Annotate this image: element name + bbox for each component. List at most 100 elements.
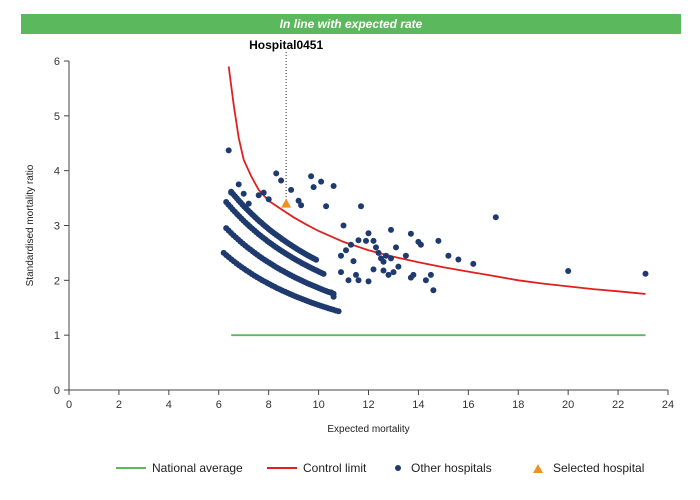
other-hospitals-point[interactable] xyxy=(318,178,325,185)
other-hospitals-point[interactable] xyxy=(260,189,267,196)
other-hospitals-point[interactable] xyxy=(470,260,477,267)
other-hospitals-point[interactable] xyxy=(350,258,357,265)
other-hospitals-point[interactable] xyxy=(383,252,389,259)
other-hospitals-point[interactable] xyxy=(380,267,387,274)
legend-item-national-average[interactable]: National average xyxy=(116,458,243,478)
x-tick-label: 14 xyxy=(412,399,424,411)
y-tick-label: 2 xyxy=(54,275,60,287)
legend-swatch-control-limit xyxy=(267,467,297,469)
other-hospitals-point[interactable] xyxy=(225,147,232,154)
y-tick-label: 3 xyxy=(54,221,60,233)
y-tick-label: 6 xyxy=(54,56,60,68)
x-tick-label: 16 xyxy=(462,399,474,411)
legend-label-national-average: National average xyxy=(152,461,243,475)
x-tick-label: 0 xyxy=(66,399,72,411)
other-hospitals-point[interactable] xyxy=(402,252,409,259)
y-axis-title: Standardised mortality ratio xyxy=(25,164,36,286)
other-hospitals-point[interactable] xyxy=(245,200,252,207)
other-hospitals-point[interactable] xyxy=(288,186,295,193)
x-tick-label: 22 xyxy=(612,399,624,411)
legend-swatch-other-hospitals xyxy=(395,465,401,471)
legend-label-control-limit: Control limit xyxy=(303,461,367,475)
other-hospitals-point[interactable] xyxy=(348,241,354,248)
control-limit-line xyxy=(227,66,646,295)
other-hospitals-point[interactable] xyxy=(265,196,272,203)
other-hospitals-point[interactable] xyxy=(235,181,242,188)
other-hospitals-point[interactable] xyxy=(355,237,362,244)
other-hospitals-point[interactable] xyxy=(370,266,377,273)
other-hospitals-point[interactable] xyxy=(330,183,337,189)
other-hospitals-point[interactable] xyxy=(642,270,649,277)
other-hospitals-point[interactable] xyxy=(335,308,342,315)
x-tick-label: 18 xyxy=(512,399,524,411)
other-hospitals-point[interactable] xyxy=(343,247,349,254)
y-tick-label: 1 xyxy=(54,330,60,342)
legend-label-selected-hospital: Selected hospital xyxy=(553,461,645,475)
other-hospitals-point[interactable] xyxy=(340,222,347,229)
other-hospitals-point[interactable] xyxy=(390,269,397,276)
other-hospitals-point[interactable] xyxy=(330,293,337,300)
x-tick-label: 8 xyxy=(266,399,272,411)
other-hospitals-point[interactable] xyxy=(375,249,382,256)
legend-item-other-hospitals[interactable]: Other hospitals xyxy=(383,458,492,478)
other-hospitals-point[interactable] xyxy=(295,197,302,204)
other-hospitals-point[interactable] xyxy=(395,263,402,270)
other-hospitals-point[interactable] xyxy=(355,277,362,284)
other-hospitals-point[interactable] xyxy=(310,184,317,191)
other-hospitals-point[interactable] xyxy=(380,258,387,265)
other-hospitals-point[interactable] xyxy=(323,203,330,210)
x-tick-label: 10 xyxy=(312,399,324,411)
other-hospitals-point[interactable] xyxy=(255,192,262,199)
other-hospitals-point[interactable] xyxy=(455,256,462,263)
other-hospitals-point[interactable] xyxy=(565,268,572,274)
other-hospitals-point[interactable] xyxy=(308,173,315,180)
other-hospitals-point[interactable] xyxy=(328,289,335,296)
other-hospitals-point[interactable] xyxy=(365,278,372,285)
other-hospitals-point[interactable] xyxy=(417,241,424,248)
x-tick-label: 24 xyxy=(662,399,674,411)
other-hospitals-point[interactable] xyxy=(363,237,369,244)
other-hospitals-point[interactable] xyxy=(298,202,305,209)
other-hospitals-point[interactable] xyxy=(410,271,417,278)
other-hospitals-point[interactable] xyxy=(388,226,394,233)
x-tick-label: 12 xyxy=(362,399,374,411)
other-hospitals-point[interactable] xyxy=(273,170,280,177)
legend-label-other-hospitals: Other hospitals xyxy=(411,461,492,475)
other-hospitals-point[interactable] xyxy=(427,271,434,278)
other-hospitals-point[interactable] xyxy=(385,271,392,278)
chart-legend: National average Control limit Other hos… xyxy=(0,458,700,478)
other-hospitals-point[interactable] xyxy=(338,252,344,259)
other-hospitals-point[interactable] xyxy=(492,214,499,221)
y-tick-label: 5 xyxy=(54,111,60,123)
selected-hospital-marker[interactable] xyxy=(281,198,292,208)
other-hospitals-point[interactable] xyxy=(430,287,437,294)
other-hospitals-point[interactable] xyxy=(313,256,320,263)
other-hospitals-point[interactable] xyxy=(370,237,377,244)
other-hospitals-point[interactable] xyxy=(345,277,352,284)
other-hospitals-point[interactable] xyxy=(228,189,235,196)
legend-swatch-selected-hospital xyxy=(533,463,543,473)
x-axis-title: Expected mortality xyxy=(327,424,409,435)
other-hospitals-point[interactable] xyxy=(393,244,399,251)
other-hospitals-point[interactable] xyxy=(320,270,327,277)
other-hospitals-point[interactable] xyxy=(388,255,394,262)
other-hospitals-point[interactable] xyxy=(407,230,414,237)
other-hospitals-point[interactable] xyxy=(365,230,372,237)
x-tick-label: 20 xyxy=(562,399,574,411)
other-hospitals-point[interactable] xyxy=(422,277,429,284)
x-tick-label: 6 xyxy=(216,399,222,411)
y-tick-label: 4 xyxy=(54,166,60,178)
other-hospitals-point[interactable] xyxy=(338,269,344,276)
other-hospitals-point[interactable] xyxy=(353,271,359,278)
other-hospitals-point[interactable] xyxy=(373,244,379,251)
legend-item-selected-hospital[interactable]: Selected hospital xyxy=(523,458,644,478)
x-tick-label: 4 xyxy=(166,399,172,411)
other-hospitals-point[interactable] xyxy=(445,252,452,259)
other-hospitals-point[interactable] xyxy=(278,177,285,184)
status-banner: In line with expected rate xyxy=(21,14,681,34)
legend-item-control-limit[interactable]: Control limit xyxy=(267,458,366,478)
other-hospitals-point[interactable] xyxy=(240,190,247,197)
other-hospitals-point[interactable] xyxy=(435,237,442,244)
other-hospitals-point[interactable] xyxy=(358,203,364,210)
